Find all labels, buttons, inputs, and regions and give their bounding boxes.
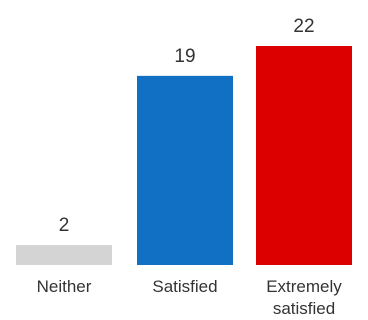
category-label-extremely-satisfied: Extremely satisfied (266, 277, 342, 318)
bar-satisfied (137, 75, 233, 265)
category-label-line: Extremely (266, 277, 342, 296)
bar-extremely-satisfied (256, 46, 352, 265)
category-label-line: Neither (37, 277, 92, 296)
category-label-line: Satisfied (152, 277, 217, 296)
value-label-neither: 2 (59, 215, 70, 236)
value-label-extremely-satisfied: 22 (293, 16, 314, 37)
value-labels-group: 2 19 22 (59, 16, 315, 236)
category-label-line: satisfied (273, 299, 335, 318)
category-labels-group: Neither Satisfied Extremely satisfied (37, 277, 343, 318)
category-label-satisfied: Satisfied (152, 277, 217, 296)
category-label-neither: Neither (37, 277, 92, 296)
value-label-satisfied: 19 (174, 46, 195, 67)
bar-neither (16, 245, 112, 265)
bars-group (16, 46, 352, 265)
